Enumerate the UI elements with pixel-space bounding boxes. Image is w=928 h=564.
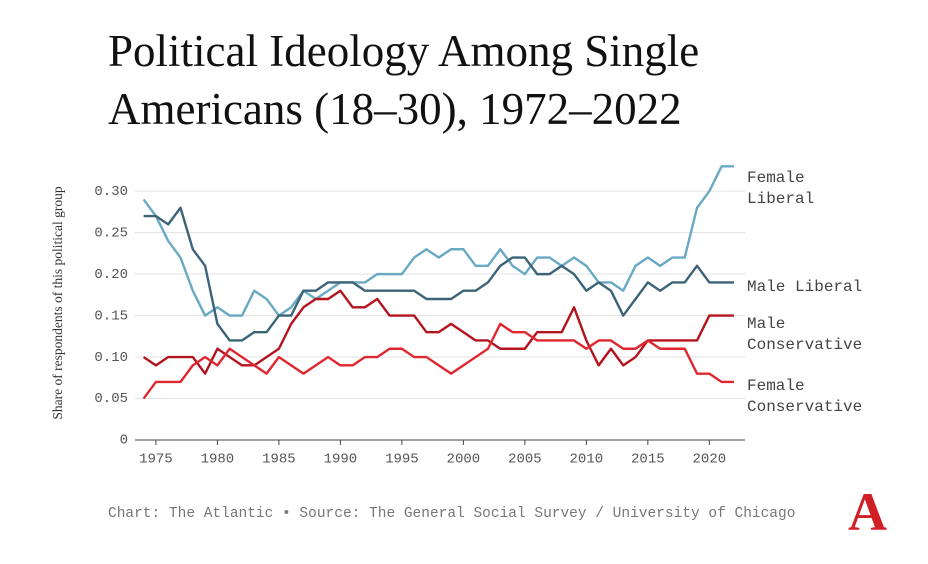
y-tick-label: 0.25	[94, 225, 128, 241]
series-line	[142, 165, 734, 317]
legend-label: Female Conservative	[747, 377, 863, 416]
logo: A	[848, 482, 887, 542]
series-line	[142, 289, 734, 375]
x-tick-label: 2020	[693, 452, 727, 468]
source-note: Chart: The Atlantic • Source: The Genera…	[108, 506, 796, 522]
y-tick-label: 0	[120, 433, 128, 449]
x-tick-label: 1980	[201, 452, 235, 468]
x-tick-label: 1985	[262, 452, 296, 468]
chart-title: Political Ideology Among Single American…	[108, 26, 700, 134]
x-tick-label: 2015	[631, 452, 665, 468]
series-line	[143, 206, 734, 342]
series-line	[142, 322, 734, 400]
x-tick-label: 2005	[508, 452, 542, 468]
x-tick-label: 2010	[570, 452, 604, 468]
legend-label: Male Liberal	[747, 278, 863, 296]
y-tick-label: 0.15	[94, 308, 128, 324]
legend-label: Male Conservative	[747, 315, 863, 354]
y-tick-label: 0.30	[94, 184, 128, 200]
y-axis-title: Share of respondents of this political g…	[50, 186, 65, 419]
x-tick-label: 2000	[447, 452, 481, 468]
y-tick-label: 0.20	[94, 267, 128, 283]
legend-label: Female Liberal	[747, 169, 815, 208]
x-tick-label: 1995	[385, 452, 419, 468]
y-tick-label: 0.05	[94, 391, 128, 407]
x-tick-label: 1990	[324, 452, 358, 468]
y-tick-label: 0.10	[94, 350, 128, 366]
x-tick-label: 1975	[139, 452, 173, 468]
